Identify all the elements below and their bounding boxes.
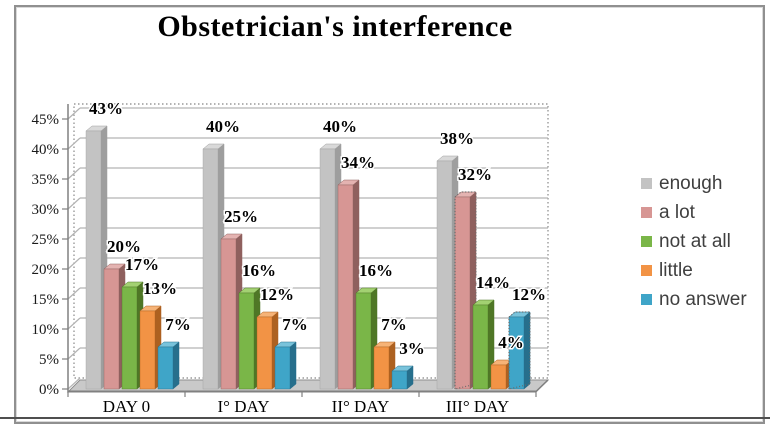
- data-label: 43%: [89, 99, 123, 118]
- data-label: 40%: [323, 117, 357, 136]
- sidewall-gridline: [67, 287, 81, 300]
- sidewall-gridline: [67, 377, 81, 390]
- legend-item-a-lot[interactable]: a lot: [641, 198, 747, 227]
- legend-swatch: [641, 265, 652, 276]
- sidewall-gridline: [67, 257, 81, 270]
- data-label: 20%: [107, 237, 141, 256]
- data-label: 12%: [512, 285, 546, 304]
- legend-item-not-at-all[interactable]: not at all: [641, 227, 747, 256]
- data-label: 7%: [381, 315, 407, 334]
- bar-no-answer-1[interactable]: [274, 341, 297, 390]
- category-label: DAY 0: [103, 397, 150, 416]
- sidewall-gridline: [67, 167, 81, 180]
- legend-label: a lot: [659, 201, 695, 223]
- y-axis-tick-label: 0%: [39, 382, 59, 398]
- y-axis-tick-label: 20%: [32, 262, 60, 278]
- category-label: III° DAY: [446, 397, 509, 416]
- data-label: 38%: [440, 129, 474, 148]
- sidewall-gridline: [67, 197, 81, 210]
- legend: enough a lot not at all little no answer: [641, 169, 747, 314]
- legend-swatch: [641, 294, 652, 305]
- data-label: 3%: [399, 339, 425, 358]
- y-axis-tick-label: 35%: [32, 172, 60, 188]
- y-axis-tick-label: 10%: [32, 322, 60, 338]
- legend-swatch: [641, 178, 652, 189]
- category-label: II° DAY: [332, 397, 390, 416]
- bar-not-at-all-2[interactable]: [355, 287, 378, 390]
- bottom-rule: [0, 417, 770, 419]
- chart-title: Obstetrician's interference: [157, 10, 513, 43]
- legend-item-enough[interactable]: enough: [641, 169, 747, 198]
- data-label: 17%: [125, 255, 159, 274]
- legend-item-no-answer[interactable]: no answer: [641, 285, 747, 314]
- y-axis-tick-label: 5%: [39, 352, 59, 368]
- data-label: 25%: [224, 207, 258, 226]
- sidewall-gridline: [67, 347, 81, 360]
- y-axis-tick-label: 30%: [32, 202, 60, 218]
- bar-no-answer-3[interactable]: [508, 311, 531, 390]
- data-label: 16%: [359, 261, 393, 280]
- plot-wall-selection-marquee[interactable]: [73, 103, 549, 379]
- y-axis-tick-label: 45%: [32, 112, 60, 128]
- floor-right-edge: [535, 379, 549, 393]
- bar-little-2[interactable]: [373, 341, 396, 390]
- selected-bar-marquee: [508, 311, 531, 390]
- data-label: 7%: [282, 315, 308, 334]
- sidewall-gridline: [67, 227, 81, 240]
- legend-swatch: [641, 207, 652, 218]
- y-axis-tick-label: 40%: [32, 142, 60, 158]
- data-label: 12%: [260, 285, 294, 304]
- category-label: I° DAY: [218, 397, 270, 416]
- legend-label: not at all: [659, 230, 731, 252]
- data-label: 16%: [242, 261, 276, 280]
- data-label: 34%: [341, 153, 375, 172]
- selected-bar-marquee: [454, 191, 477, 390]
- data-label: 14%: [476, 273, 510, 292]
- data-label: 7%: [165, 315, 191, 334]
- legend-item-little[interactable]: little: [641, 256, 747, 285]
- legend-label: no answer: [659, 288, 747, 310]
- legend-label: little: [659, 259, 693, 281]
- data-label: 40%: [206, 117, 240, 136]
- y-axis-tick-label: 25%: [32, 232, 60, 248]
- legend-label: enough: [659, 172, 723, 194]
- bar-no-answer-2[interactable]: [391, 365, 414, 390]
- bar-a-lot-1[interactable]: [220, 233, 243, 390]
- sidewall-gridline: [67, 317, 81, 330]
- data-label: 13%: [143, 279, 177, 298]
- data-label: 4%: [498, 333, 524, 352]
- sidewall-gridline: [67, 107, 81, 120]
- chart-frame-border: [14, 5, 765, 424]
- sidewall-gridline: [67, 137, 81, 150]
- bar-no-answer-0[interactable]: [157, 341, 180, 390]
- bar-a-lot-3[interactable]: [454, 191, 477, 390]
- y-axis-tick-label: 15%: [32, 292, 60, 308]
- legend-swatch: [641, 236, 652, 247]
- data-label: 32%: [458, 165, 492, 184]
